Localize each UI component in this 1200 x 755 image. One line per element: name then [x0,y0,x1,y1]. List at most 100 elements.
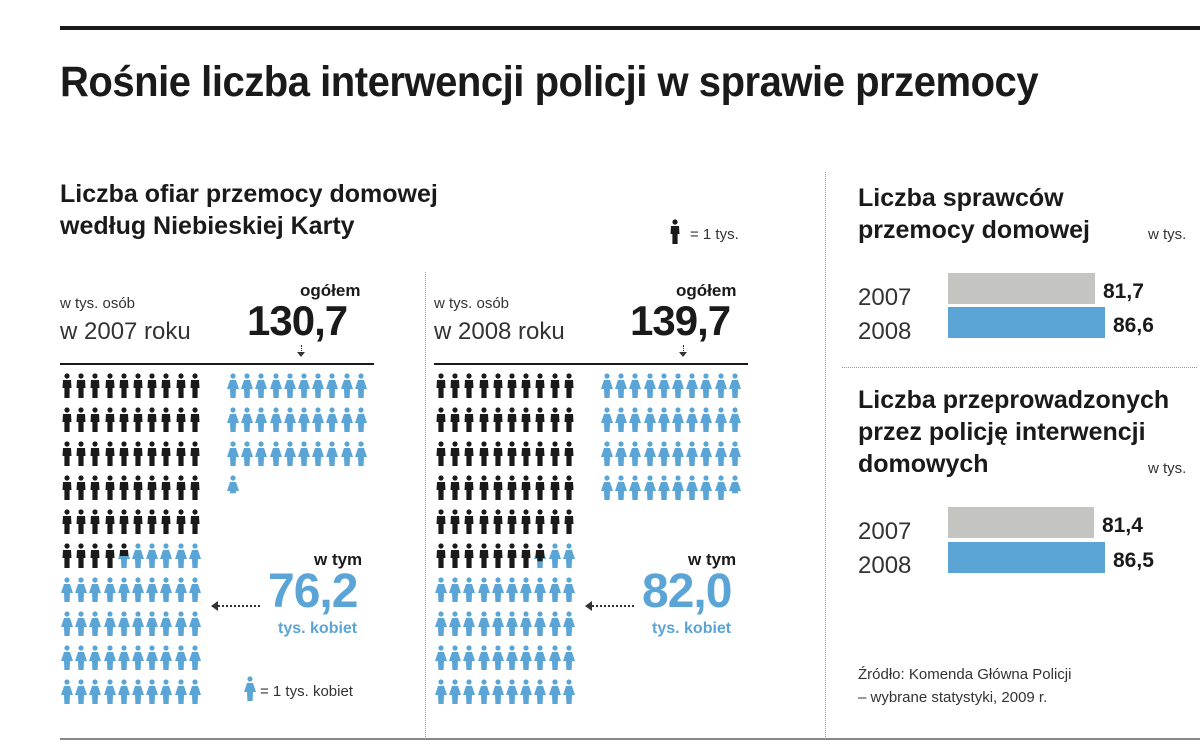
man-icon [190,407,200,432]
woman-icon [132,577,144,602]
woman-icon [241,373,254,398]
man-icon [535,543,545,562]
man-icon [450,509,460,534]
woman-icon [601,407,613,432]
top-rule [60,26,1200,30]
man-icon [90,475,100,500]
legend-women-label: = 1 tys. kobiet [260,683,353,700]
source-line1: Źródło: Komenda Główna Policji [858,666,1072,683]
man-icon [493,509,503,534]
perpetrators-value-2007: 81,7 [1103,280,1144,303]
man-icon [479,407,489,432]
perpetrators-year-2007: 2007 [858,284,912,311]
woman-icon [629,373,642,398]
woman-icon [615,407,628,432]
man-icon [119,373,129,398]
man-icon [507,475,517,500]
man-icon [521,475,531,500]
man-icon [535,407,545,432]
man-icon [550,373,560,398]
woman-icon [354,407,367,432]
woman-icon [89,679,102,704]
man-icon [147,407,157,432]
woman-icon [657,373,670,398]
panel-2007-arrow-head [211,601,218,611]
woman-icon [117,645,130,670]
man-icon [450,475,460,500]
man-icon [521,407,531,432]
interventions-heading-line2: przez policję interwencji [858,418,1146,446]
woman-icon [326,441,339,466]
man-icon [133,509,143,534]
man-icon [161,373,171,398]
woman-icon [477,611,490,636]
woman-icon [643,407,656,432]
woman-icon [714,475,727,500]
woman-icon [326,407,339,432]
man-icon [479,543,489,568]
man-icon [62,373,72,398]
woman-icon [75,611,88,636]
woman-icon [601,441,613,466]
woman-icon [75,577,88,602]
man-icon [535,373,545,398]
woman-icon [227,441,239,466]
woman-icon [312,373,325,398]
woman-icon [75,645,88,670]
woman-icon [298,407,310,432]
man-icon [62,543,72,568]
woman-icon [520,679,533,704]
man-icon [464,407,474,432]
man-icon [76,543,86,568]
woman-icon [188,679,201,704]
woman-icon [491,577,504,602]
woman-icon [146,543,159,568]
woman-icon [354,373,367,398]
man-icon [133,441,143,466]
woman-icon [506,577,518,602]
woman-icon [463,679,476,704]
man-icon [190,509,200,534]
woman-icon [700,407,713,432]
woman-icon [132,611,144,636]
man-icon [190,441,200,466]
woman-icon [520,645,533,670]
woman-icon [477,645,490,670]
perpetrators-year-2008: 2008 [858,318,912,345]
man-icon [147,509,157,534]
panel-2008-arrow [592,605,634,607]
bottom-rule [60,738,1200,740]
woman-icon [477,679,490,704]
woman-icon [188,543,201,568]
woman-icon [506,679,518,704]
man-icon [564,441,574,466]
woman-icon [61,679,73,704]
woman-icon [548,679,561,704]
panel-2007-unit: w tys. osób [60,295,136,312]
man-icon [550,407,560,432]
woman-icon [75,679,88,704]
man-icon [493,475,503,500]
man-icon [521,373,531,398]
woman-icon [672,373,684,398]
woman-icon [188,645,201,670]
woman-icon [686,441,699,466]
woman-icon [188,577,201,602]
interventions-bar-2007 [948,507,1094,538]
man-icon [564,373,574,398]
woman-icon [160,543,173,568]
woman-icon [700,441,713,466]
man-icon [76,475,86,500]
woman-icon [728,441,741,466]
legend-woman-icon [244,676,256,701]
right-divider [842,367,1197,368]
man-icon [105,441,115,466]
woman-icon [491,679,504,704]
man-icon [564,407,574,432]
woman-icon [255,373,268,398]
woman-icon [103,611,116,636]
woman-icon [146,645,159,670]
man-icon [479,509,489,534]
man-icon [493,441,503,466]
panel-2007-women-unit: tys. kobiet [278,620,358,637]
